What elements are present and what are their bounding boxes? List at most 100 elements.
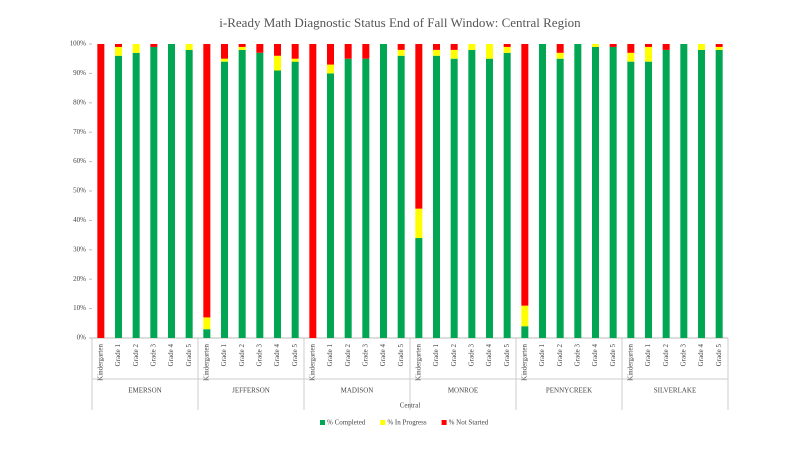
bar-segment: [344, 44, 352, 59]
bar-segment: [698, 44, 705, 50]
bar-segment: [450, 58, 458, 338]
x-tick-label: Grade 3: [573, 344, 581, 367]
y-tick-label: 70%: [73, 128, 86, 136]
x-tick-label: Grade 3: [361, 344, 369, 367]
x-tick-label: Grade 4: [167, 344, 175, 367]
x-tick-label: Grade 4: [485, 344, 493, 367]
x-axis-label: Central: [400, 402, 421, 410]
bar-segment: [468, 44, 476, 50]
y-tick-label: 30%: [73, 245, 86, 253]
bar-segment: [221, 58, 228, 62]
x-tick-label: Grade 5: [291, 344, 299, 367]
bar-segment: [450, 49, 458, 59]
bar-segment: [609, 44, 617, 47]
bar-segment: [609, 46, 617, 338]
x-tick-label: Grade 4: [591, 344, 599, 367]
bar-segment: [680, 44, 688, 338]
bar-segment: [150, 46, 158, 338]
bar-segment: [433, 49, 440, 56]
x-tick-label: Kindergarten: [96, 344, 104, 381]
legend-swatch: [380, 420, 386, 425]
legend-label: % In Progress: [387, 419, 427, 427]
bar-segment: [115, 46, 122, 56]
bar-segment: [415, 238, 423, 338]
bar-segment: [132, 52, 140, 338]
bar-segment: [627, 44, 635, 53]
bar-segment: [221, 44, 228, 59]
bar-segment: [503, 46, 511, 53]
bar-segment: [627, 52, 635, 62]
bar-segment: [521, 44, 529, 306]
bar-segment: [503, 52, 511, 338]
bar-segment: [645, 61, 652, 338]
bar-segment: [715, 49, 723, 338]
legend-label: % Not Started: [449, 419, 489, 427]
bar-segment: [592, 46, 599, 338]
bar-segment: [380, 44, 387, 338]
y-tick-label: 100%: [70, 40, 87, 48]
bar-segment: [327, 64, 334, 74]
x-tick-label: Grade 2: [556, 344, 564, 367]
legend-swatch: [320, 420, 325, 425]
x-tick-label: Kindergarten: [308, 344, 316, 381]
y-tick-label: 0%: [77, 334, 87, 342]
bar-segment: [291, 58, 299, 62]
bar-segment: [627, 61, 635, 338]
bar-segment: [185, 49, 193, 338]
bar-segment: [203, 329, 211, 338]
bar-segment: [185, 44, 193, 50]
group-label: PENNYCREEK: [546, 387, 592, 395]
bar-segment: [150, 44, 158, 47]
bar-segment: [256, 44, 264, 53]
legend-label: % Completed: [327, 419, 366, 427]
group-label: MADISON: [341, 387, 374, 395]
bar-segment: [397, 49, 405, 56]
x-tick-label: Grade 3: [679, 344, 687, 367]
bar-segment: [433, 55, 440, 338]
bar-segment: [238, 44, 246, 47]
x-tick-label: Grade 3: [467, 344, 475, 367]
bar-segment: [645, 44, 652, 47]
bar-segment: [486, 58, 493, 338]
bar-segment: [168, 44, 175, 338]
x-tick-label: Kindergarten: [202, 344, 210, 381]
bar-segment: [521, 305, 529, 327]
bar-segment: [503, 44, 511, 47]
bar-segment: [662, 44, 670, 50]
bar-segment: [274, 70, 281, 339]
bar-segment: [450, 44, 458, 50]
x-tick-label: Grade 1: [644, 344, 652, 367]
legend-swatch: [441, 420, 447, 425]
bar-segment: [397, 55, 405, 338]
bar-segment: [327, 73, 334, 339]
bar-segment: [132, 44, 140, 53]
bar-segment: [468, 49, 476, 338]
x-tick-label: Kindergarten: [414, 344, 422, 381]
bar-segment: [238, 49, 246, 338]
bar-segment: [362, 58, 370, 338]
bar-segment: [556, 58, 564, 338]
x-tick-label: Grade 2: [344, 344, 352, 367]
bar-segment: [715, 46, 723, 50]
bar-segment: [115, 55, 122, 338]
x-tick-label: Grade 5: [185, 344, 193, 367]
x-tick-label: Grade 3: [149, 344, 157, 367]
y-tick-label: 90%: [73, 69, 86, 77]
bar-segment: [397, 44, 405, 50]
bar-segment: [415, 208, 423, 239]
bar-segment: [274, 44, 281, 56]
bar-segment: [592, 44, 599, 47]
x-tick-label: Grade 4: [697, 344, 705, 367]
x-tick-label: Grade 1: [220, 344, 228, 367]
x-tick-label: Grade 1: [114, 344, 122, 367]
bar-segment: [486, 44, 493, 59]
group-label: SILVERLAKE: [654, 387, 697, 395]
y-tick-label: 80%: [73, 98, 86, 106]
x-tick-label: Kindergarten: [520, 344, 528, 381]
bar-segment: [556, 44, 564, 53]
bar-segment: [521, 326, 529, 338]
group-label: EMERSON: [128, 387, 161, 395]
x-tick-label: Grade 4: [273, 344, 281, 367]
bar-segment: [256, 52, 264, 338]
